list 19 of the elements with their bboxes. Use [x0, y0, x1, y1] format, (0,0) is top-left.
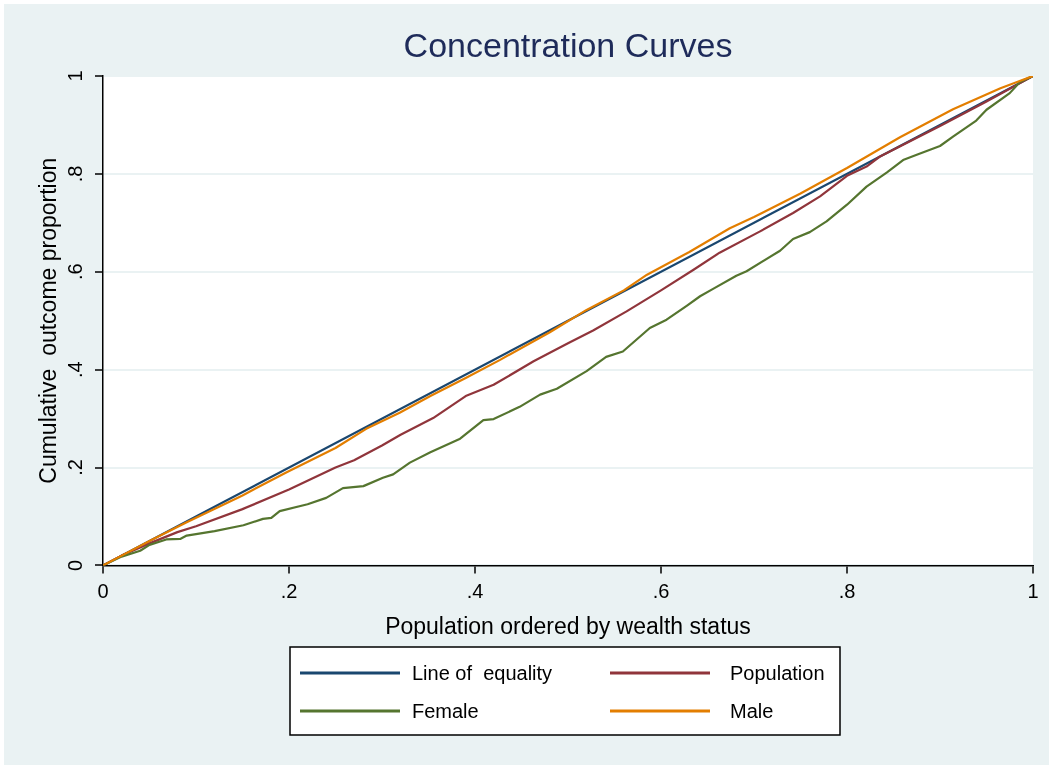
y-axis-title: Cumulative outcome proportion — [35, 157, 62, 484]
y-tick-label: .4 — [63, 361, 86, 378]
y-tick-label: .6 — [63, 263, 86, 281]
x-tick-label: .8 — [838, 579, 856, 602]
x-tick-label: 1 — [1027, 579, 1039, 602]
x-axis-title: Population ordered by wealth status — [385, 612, 751, 639]
y-tick-label: 1 — [63, 70, 86, 82]
legend-label: Female — [412, 699, 479, 722]
legend-label: Male — [730, 699, 774, 722]
x-tick-label: .4 — [466, 579, 484, 602]
legend-label: Population — [730, 661, 825, 684]
x-tick-label: .2 — [280, 579, 298, 602]
chart-title: Concentration Curves — [403, 26, 733, 65]
legend-label: Line of equality — [412, 661, 553, 684]
y-tick-label: .2 — [63, 459, 86, 476]
x-tick-label: .6 — [652, 579, 670, 602]
y-tick-label: .8 — [63, 165, 86, 183]
y-tick-label: 0 — [63, 559, 86, 571]
x-tick-label: 0 — [97, 579, 109, 602]
